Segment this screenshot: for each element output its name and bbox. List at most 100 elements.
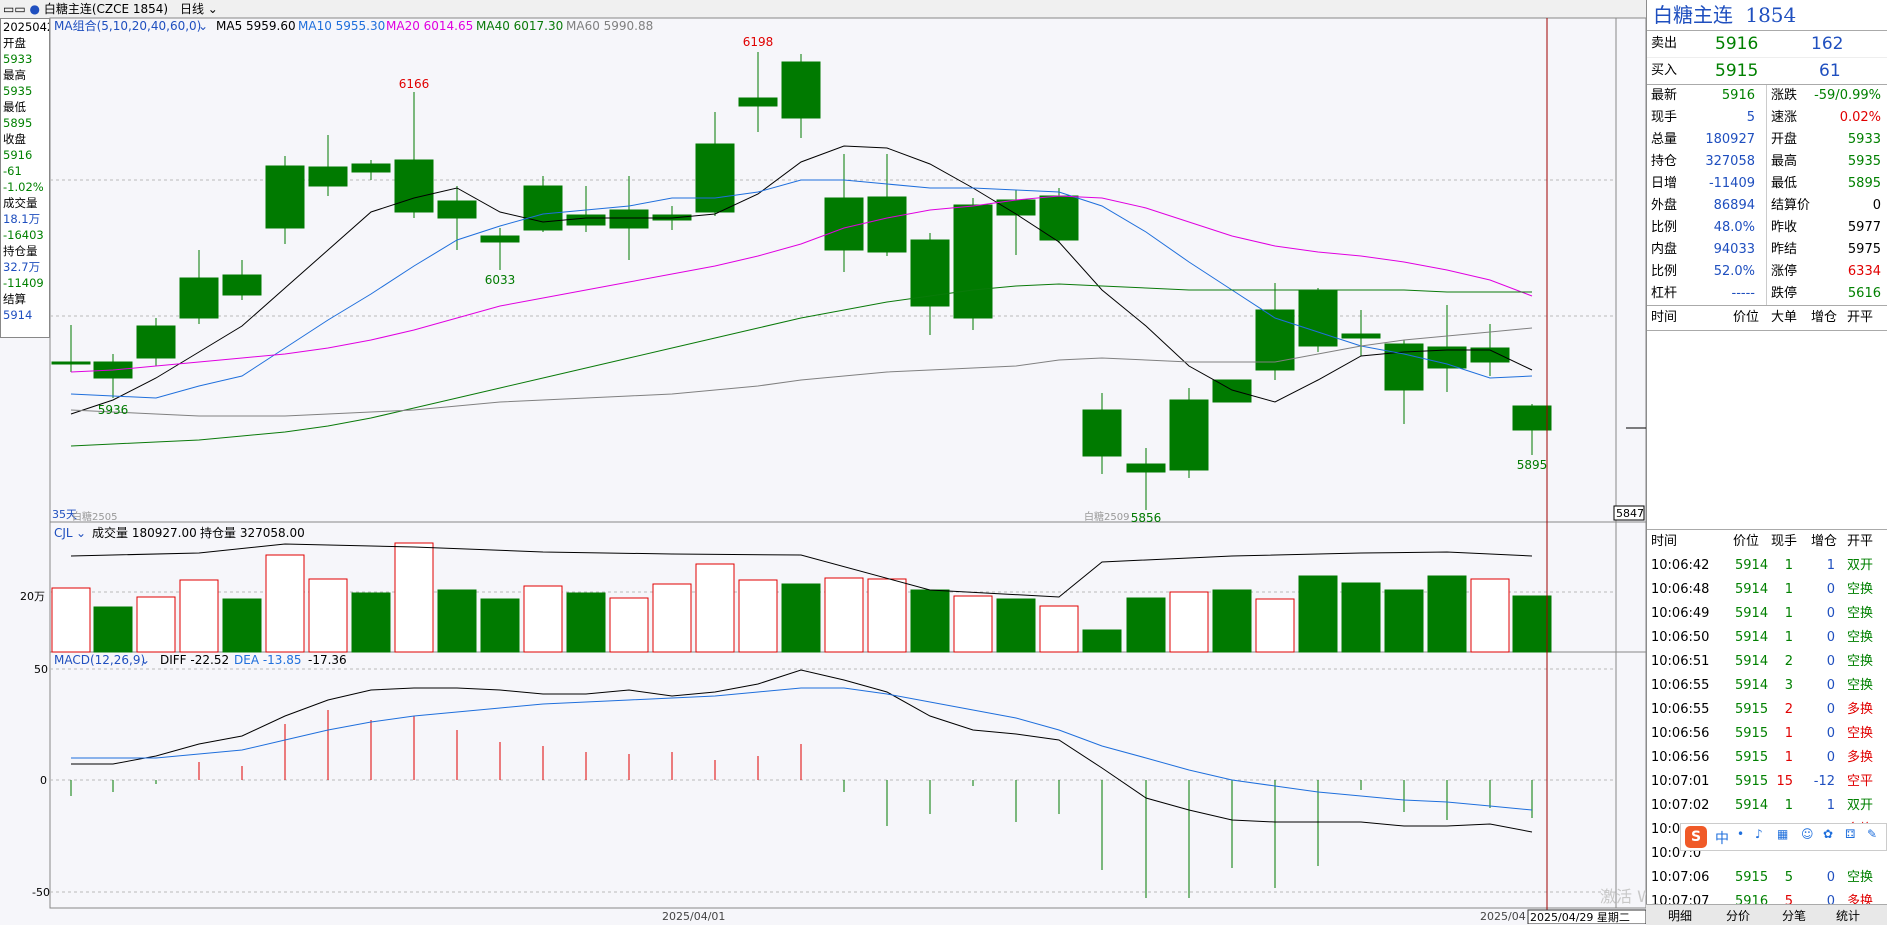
sogou-logo-icon[interactable]: S — [1685, 826, 1707, 848]
settle-label: 结算 — [3, 292, 26, 306]
skin-icon[interactable]: ✿ — [1823, 827, 1834, 841]
volume-bar — [222, 598, 262, 653]
chevron-down-icon[interactable]: ⌄ — [76, 526, 86, 540]
volume-bar — [566, 592, 606, 653]
chevron-down-icon[interactable]: ⌄ — [140, 653, 150, 667]
volume-bar — [996, 598, 1036, 653]
ime-language-toggle[interactable]: 中 — [1715, 831, 1729, 847]
macd-label[interactable]: MACD(12,26,9) — [54, 653, 145, 667]
stat-label: 最新 — [1651, 88, 1678, 103]
trade-time: 10:07:06 — [1651, 870, 1710, 885]
volume-bars — [51, 542, 1552, 653]
trade-type: 多换 — [1847, 702, 1874, 717]
trade-oi: 0 — [1826, 606, 1835, 621]
stat-label: 速涨 — [1771, 110, 1798, 125]
voice-icon[interactable]: ♪ — [1755, 827, 1763, 841]
tab-price-split[interactable]: 分价 — [1726, 909, 1751, 923]
tab-stats[interactable]: 统计 — [1836, 909, 1861, 923]
chevron-down-icon[interactable]: ⌄ — [198, 19, 208, 33]
stat-value: 327058 — [1705, 154, 1755, 169]
volume-bar — [136, 596, 176, 653]
ohlc-info-box: 20250429 开盘 5933 最高 5935 最低 5895 收盘 5916… — [0, 18, 50, 338]
candle — [523, 185, 563, 231]
period-selector[interactable]: 日线 ⌄ — [180, 2, 218, 16]
candle — [394, 159, 434, 213]
trade-time: 10:07:01 — [1651, 774, 1710, 789]
punctuation-icon[interactable]: • — [1737, 827, 1745, 841]
close-label: 收盘 — [3, 132, 26, 146]
change-pct-value: -1.02% — [3, 180, 44, 194]
candle — [695, 143, 735, 213]
change-value: -61 — [3, 164, 22, 178]
trade-time: 10:07:02 — [1651, 798, 1710, 813]
trade-price: 5914 — [1735, 558, 1769, 573]
candle — [1169, 399, 1209, 471]
volume-bar — [1427, 575, 1467, 653]
stat-value: 5 — [1746, 110, 1755, 125]
trade-time: 10:06:56 — [1651, 726, 1710, 741]
cursor-date: 2025/04/29 星期二 — [1530, 911, 1630, 924]
bid-label: 买入 — [1651, 63, 1678, 78]
trade-volume: 2 — [1784, 654, 1793, 669]
volume-bar — [351, 592, 391, 653]
trade-list[interactable]: 10:06:42 5914 1 1 双开 10:06:48 5914 1 0 空换 10:06:49… — [1647, 554, 1887, 914]
contract-label: 白糖2509 — [1084, 510, 1129, 523]
candle — [824, 197, 864, 251]
stat-label: 昨结 — [1771, 242, 1798, 257]
trade-price: 5915 — [1735, 750, 1769, 765]
trade-volume: 15 — [1776, 774, 1793, 789]
x-axis-date: 2025/04 — [1480, 910, 1526, 923]
ma10-line — [70, 179, 1533, 399]
trade-time: 10:06:51 — [1651, 654, 1710, 669]
annotation-low: 6033 — [485, 273, 516, 287]
trade-oi: 0 — [1826, 654, 1835, 669]
volume-bar — [738, 579, 778, 653]
trade-oi: 0 — [1826, 582, 1835, 597]
macd-diff-line — [71, 669, 1533, 833]
tab-detail[interactable]: 明细 — [1668, 909, 1693, 923]
stat-row: 现手 5 速涨 0.02% — [1647, 107, 1887, 129]
trade-row: 10:06:48 5914 1 0 空换 — [1647, 578, 1887, 602]
stats-table: 最新 5916 涨跌 -59/0.99% 现手 5 速涨 0.02% 总量 180927 开盘 593… — [1647, 85, 1887, 306]
settings-icon[interactable]: ✎ — [1867, 827, 1878, 841]
trade-price: 5915 — [1735, 702, 1769, 717]
stat-value: 52.0% — [1713, 264, 1755, 279]
trade-volume: 1 — [1784, 558, 1793, 573]
stat-row: 内盘 94033 昨结 5975 — [1647, 239, 1887, 261]
stat-label: 比例 — [1651, 264, 1678, 279]
stat-value: -59/0.99% — [1814, 88, 1881, 103]
oi-value: 32.7万 — [3, 260, 41, 274]
volume-bar — [1384, 589, 1424, 653]
tab-ticks[interactable]: 分笔 — [1782, 909, 1807, 923]
dea-legend: DEA -13.85 — [234, 653, 302, 667]
trade-type: 空换 — [1847, 726, 1874, 741]
col-type: 开平 — [1847, 534, 1874, 549]
stat-row: 比例 52.0% 涨停 6334 — [1647, 261, 1887, 283]
cjl-label[interactable]: CJL — [54, 526, 73, 540]
candle — [781, 61, 821, 119]
volume-bar — [265, 554, 305, 653]
stat-value: 94033 — [1713, 242, 1755, 257]
current-price-label: 5847 — [1616, 507, 1644, 520]
keyboard-icon[interactable]: ▦ — [1777, 827, 1789, 841]
person-icon[interactable]: ☺ — [1801, 827, 1814, 841]
ma10-legend: MA10 5955.30 — [298, 19, 385, 33]
bottom-tab-bar: 明细 分价 分笔 统计 — [1646, 904, 1887, 925]
volume-change-value: -16403 — [3, 228, 44, 242]
quote-title: 白糖主连 1854 — [1647, 0, 1887, 31]
trade-type: 空换 — [1847, 678, 1874, 693]
chart-canvas[interactable]: 6166 6198 5936 6033 5856 5895 35天 白糖2505… — [0, 0, 1646, 924]
trade-row: 10:07:06 5915 5 0 空换 — [1647, 866, 1887, 890]
annotation-low: 5936 — [98, 403, 129, 417]
stat-label: 总量 — [1651, 132, 1678, 147]
trade-price: 5914 — [1735, 678, 1769, 693]
menu-icon[interactable]: ▭▭ — [3, 2, 26, 16]
grid-icon[interactable]: ⚃ — [1845, 827, 1856, 841]
period-label: 日线 — [179, 2, 204, 16]
volume-bar — [179, 579, 219, 653]
candle — [1126, 463, 1166, 473]
ma-group-label[interactable]: MA组合(5,10,20,40,60,0) — [54, 18, 201, 33]
ime-toolbar[interactable]: S 中 • ♪ ▦ ☺ ✿ ⚃ ✎ — [1680, 823, 1887, 851]
low-label: 最低 — [3, 100, 26, 114]
col-oi: 增仓 — [1811, 534, 1838, 549]
